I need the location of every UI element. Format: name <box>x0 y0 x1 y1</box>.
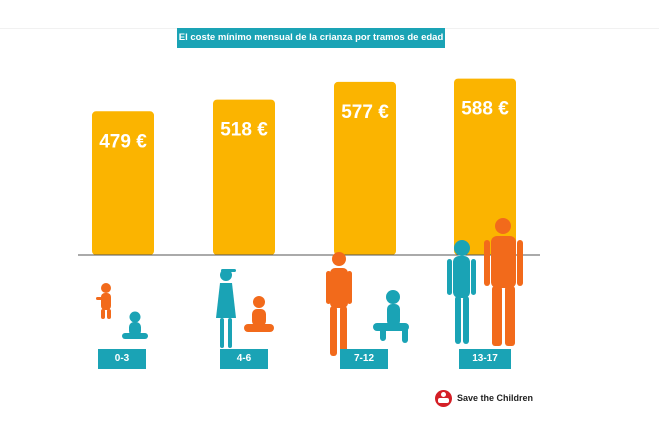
bar-value-label-0: 479 € <box>99 131 147 152</box>
teen-girl-silhouette-icon <box>447 240 476 344</box>
save-the-children-logo: Save the Children <box>435 388 533 408</box>
save-the-children-logo-icon <box>435 389 452 407</box>
bar-2 <box>334 81 396 256</box>
logo-text: Save the Children <box>457 393 534 403</box>
bar-3 <box>454 78 516 255</box>
child-sitting-silhouette-icon <box>244 296 274 332</box>
category-label-1: 4-6 <box>220 349 268 369</box>
teen-boy-silhouette-icon <box>484 218 523 346</box>
bar-value-label-3: 588 € <box>461 99 509 120</box>
chart-title: El coste mínimo mensual de la crianza po… <box>177 28 445 48</box>
girl-sitting-silhouette-icon <box>373 290 409 343</box>
bar-value-label-1: 518 € <box>220 120 268 141</box>
bar-1 <box>213 99 275 255</box>
category-label-3: 13-17 <box>459 349 511 369</box>
category-label-0: 0-3 <box>98 349 146 369</box>
bar-0 <box>92 111 154 255</box>
toddler-silhouette-icon <box>96 283 111 319</box>
girl-silhouette-icon <box>216 269 236 348</box>
boy-standing-silhouette-icon <box>326 252 352 356</box>
baby-sitting-silhouette-icon <box>122 311 148 339</box>
bar-value-label-2: 577 € <box>341 102 389 123</box>
category-label-2: 7-12 <box>340 349 388 369</box>
